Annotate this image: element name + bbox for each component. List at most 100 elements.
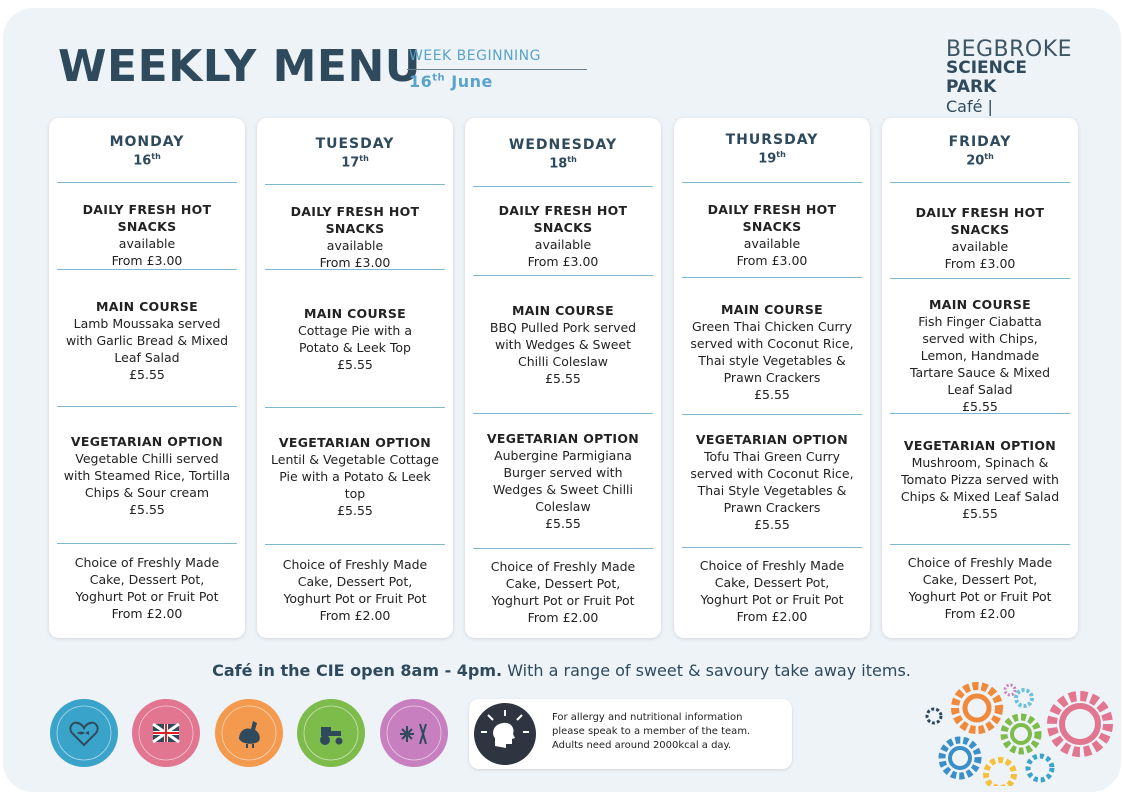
dessert-section: Choice of Freshly Made Cake, Dessert Pot… [263,556,447,624]
main-course-section: MAIN COURSE Green Thai Chicken Curry ser… [680,301,864,403]
section-heading: DAILY FRESH HOT SNACKS [290,204,420,236]
snacks-price: From £3.00 [944,256,1016,271]
snacks-availability: available [951,239,1009,254]
person-head-icon [474,703,536,765]
main-course-price: £5.55 [962,399,998,414]
main-course-section: MAIN COURSE Cottage Pie with a Potato & … [263,305,447,373]
vegetarian-price: £5.55 [962,506,998,521]
day-card-thursday: THURSDAY 19th DAILY FRESH HOT SNACKS ava… [674,118,870,638]
snowflake-cutlery-icon [386,705,442,761]
vegetarian-description: Tofu Thai Green Curry served with Coconu… [690,449,854,515]
vegetarian-description: Vegetable Chilli served with Steamed Ric… [63,451,231,500]
day-header: TUESDAY 17th [257,136,453,170]
section-heading: VEGETARIAN OPTION [903,438,1057,453]
day-header: MONDAY 16th [49,134,245,168]
section-heading: MAIN COURSE [96,299,198,314]
section-heading: VEGETARIAN OPTION [486,431,640,446]
divider [265,184,445,185]
snacks-section: DAILY FRESH HOT SNACKS available From £3… [888,204,1072,272]
day-date: 18th [549,155,577,172]
vegetarian-price: £5.55 [129,502,165,517]
snacks-section: DAILY FRESH HOT SNACKS available From £3… [55,201,239,269]
day-name: THURSDAY [725,132,819,148]
main-course-price: £5.55 [545,371,581,386]
section-heading: VEGETARIAN OPTION [695,432,849,447]
divider [57,543,237,544]
vegetarian-section: VEGETARIAN OPTION Mushroom, Spinach & To… [888,437,1072,522]
main-course-price: £5.55 [754,387,790,402]
divider [265,269,445,270]
dessert-description: Choice of Freshly Made Cake, Dessert Pot… [74,555,220,604]
tagline-rest: With a range of sweet & savoury take awa… [502,661,911,680]
divider [682,182,862,183]
main-course-section: MAIN COURSE BBQ Pulled Pork served with … [471,302,655,387]
main-course-price: £5.55 [129,367,165,382]
vegetarian-price: £5.55 [337,503,373,518]
section-heading: VEGETARIAN OPTION [70,434,224,449]
main-course-description: Lamb Moussaka served with Garlic Bread &… [65,316,229,365]
dessert-section: Choice of Freshly Made Cake, Dessert Pot… [888,554,1072,622]
divider [57,182,237,183]
day-card-tuesday: TUESDAY 17th DAILY FRESH HOT SNACKS avai… [257,118,453,638]
divider [682,277,862,278]
divider [407,69,587,70]
dessert-price: From £2.00 [527,610,599,625]
badge-trusted-meat [132,699,200,767]
gears-icon [925,682,1113,786]
section-heading: MAIN COURSE [512,303,614,318]
section-heading: DAILY FRESH HOT SNACKS [915,205,1045,237]
vegetarian-description: Aubergine Parmigiana Burger served with … [492,448,634,514]
day-date: 20th [966,152,994,169]
day-name: FRIDAY [948,134,1012,150]
divider [265,544,445,545]
divider [682,547,862,548]
main-course-description: Green Thai Chicken Curry served with Coc… [690,319,854,385]
opening-hours-tagline: Café in the CIE open 8am - 4pm. With a r… [0,661,1123,680]
badge-cooking-seasonally [380,699,448,767]
day-date: 17th [341,154,369,171]
main-course-description: BBQ Pulled Pork served with Wedges & Swe… [489,320,637,369]
vegetarian-description: Mushroom, Spinach & Tomato Pizza served … [900,455,1060,504]
snacks-price: From £3.00 [319,255,391,270]
dessert-price: From £2.00 [736,609,808,624]
day-date: 16th [133,152,161,169]
dessert-description: Choice of Freshly Made Cake, Dessert Pot… [907,555,1053,604]
brand-line-1: BEGBROKE [946,37,1073,62]
heart-fish-icon [56,705,112,761]
section-heading: MAIN COURSE [721,302,823,317]
snacks-price: From £3.00 [736,253,808,268]
main-course-description: Fish Finger Ciabatta served with Chips, … [909,314,1051,397]
day-card-wednesday: WEDNESDAY 18th DAILY FRESH HOT SNACKS av… [465,118,661,638]
union-jack-icon [138,705,194,761]
dessert-section: Choice of Freshly Made Cake, Dessert Pot… [55,554,239,622]
snacks-price: From £3.00 [527,254,599,269]
divider [890,182,1070,183]
tagline-bold: Café in the CIE open 8am - 4pm. [212,661,503,680]
day-card-monday: MONDAY 16th DAILY FRESH HOT SNACKS avail… [49,118,245,638]
divider [57,406,237,407]
dessert-description: Choice of Freshly Made Cake, Dessert Pot… [490,559,636,608]
dessert-section: Choice of Freshly Made Cake, Dessert Pot… [471,558,655,626]
allergy-line: please speak to a member of the team. [552,726,751,737]
snacks-price: From £3.00 [111,253,183,268]
day-name: WEDNESDAY [508,137,618,153]
day-name: TUESDAY [315,136,395,152]
section-heading: DAILY FRESH HOT SNACKS [82,202,212,234]
day-header: FRIDAY 20th [882,134,1078,168]
vegetarian-price: £5.55 [754,517,790,532]
allergy-text: For allergy and nutritional information … [552,711,782,753]
chicken-icon [221,705,277,761]
snacks-availability: available [743,236,801,251]
divider [890,413,1070,414]
snacks-section: DAILY FRESH HOT SNACKS available From £3… [680,201,864,269]
badge-free-range-eggs [215,699,283,767]
divider [890,278,1070,279]
tractor-icon [303,705,359,761]
divider [57,269,237,270]
divider [473,186,653,187]
dessert-price: From £2.00 [944,606,1016,621]
section-heading: VEGETARIAN OPTION [278,435,432,450]
main-course-section: MAIN COURSE Fish Finger Ciabatta served … [888,296,1072,415]
allergy-info-box: For allergy and nutritional information … [469,699,792,769]
vegetarian-description: Lentil & Vegetable Cottage Pie with a Po… [271,452,439,501]
